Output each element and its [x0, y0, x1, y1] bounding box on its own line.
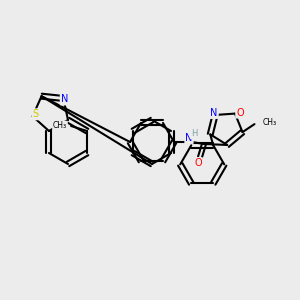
Text: H: H	[191, 130, 197, 139]
Text: O: O	[194, 158, 202, 168]
Text: CH₃: CH₃	[262, 118, 277, 127]
Text: CH₃: CH₃	[53, 122, 67, 130]
Text: N: N	[210, 108, 218, 118]
Text: N: N	[185, 133, 193, 143]
Text: S: S	[32, 109, 39, 119]
Text: O: O	[236, 108, 244, 118]
Text: N: N	[61, 94, 68, 104]
